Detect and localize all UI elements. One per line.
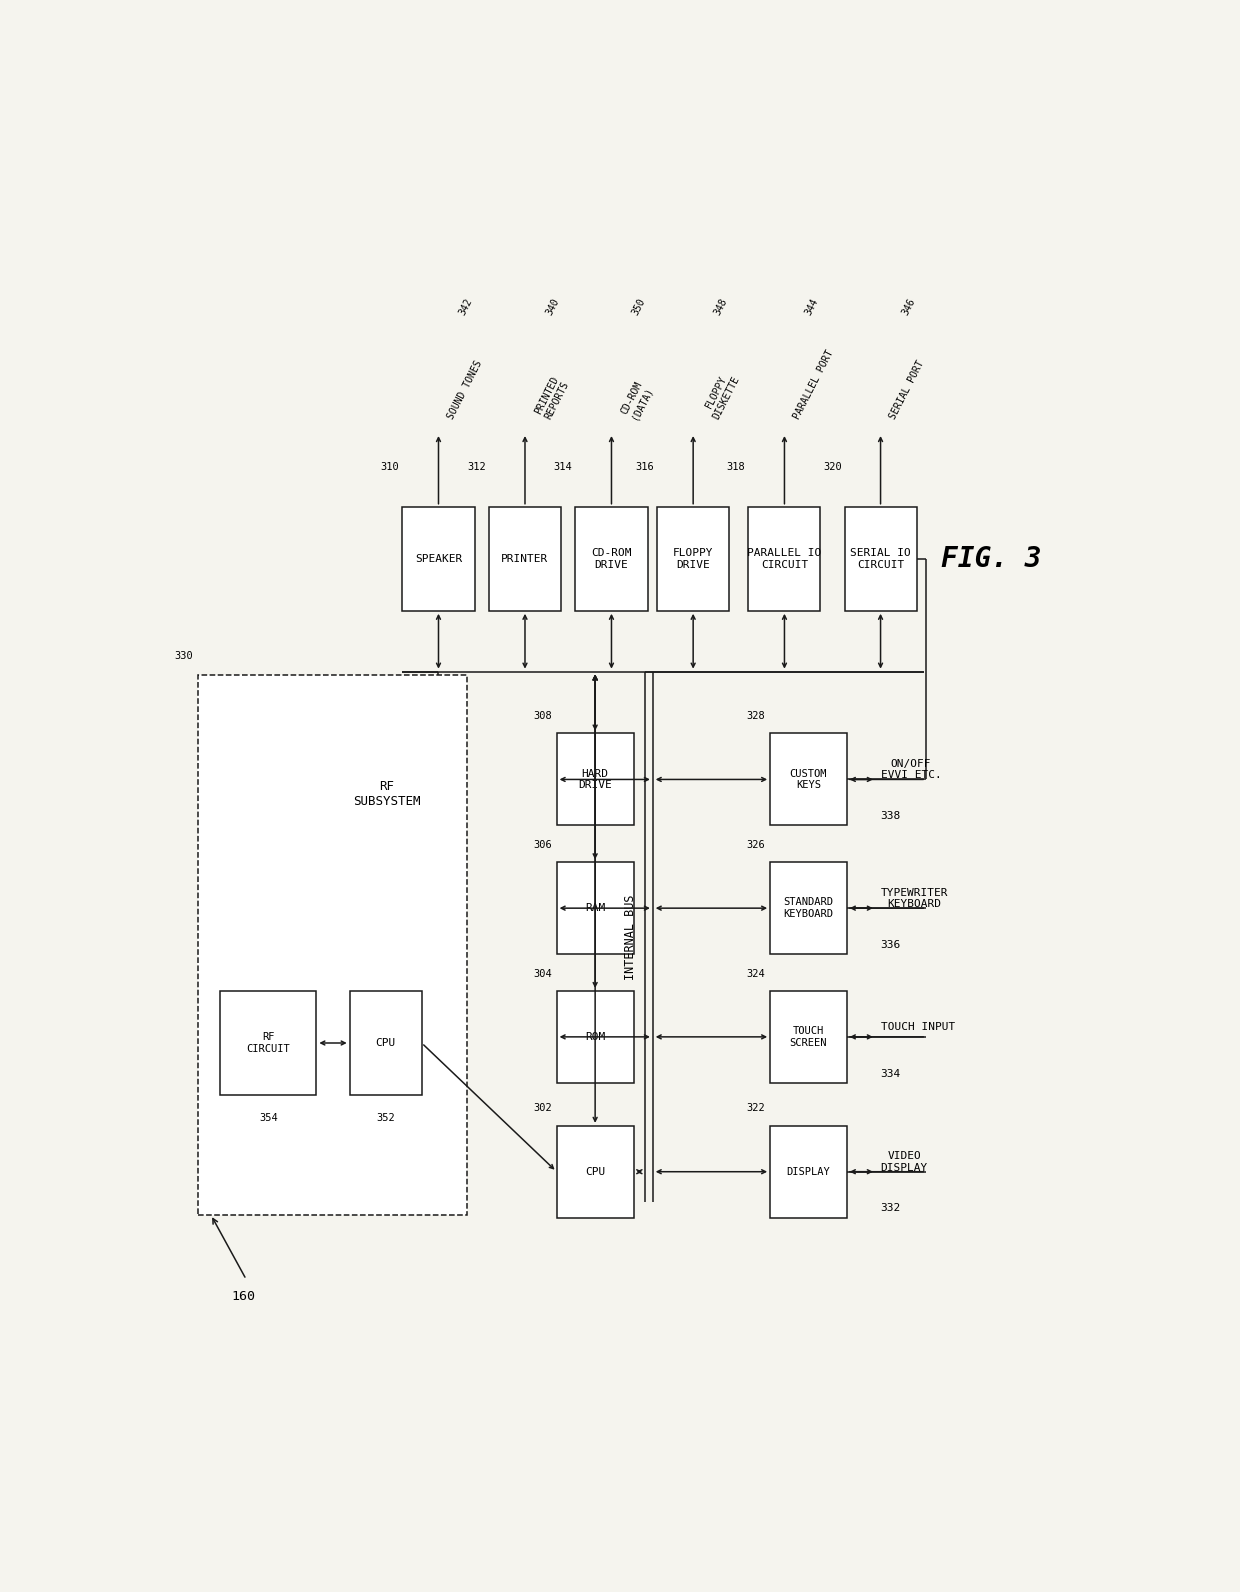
Text: PARALLEL IO
CIRCUIT: PARALLEL IO CIRCUIT	[748, 548, 822, 570]
Text: 326: 326	[746, 841, 765, 850]
Bar	[770, 1126, 847, 1218]
Text: PARALLEL PORT: PARALLEL PORT	[792, 349, 836, 420]
Text: 316: 316	[635, 462, 655, 473]
Text: 346: 346	[900, 296, 916, 317]
Text: FIG. 3: FIG. 3	[941, 544, 1042, 573]
Text: 318: 318	[727, 462, 745, 473]
Bar	[557, 734, 634, 825]
Text: 338: 338	[880, 812, 900, 821]
Text: 308: 308	[533, 712, 552, 721]
Text: 350: 350	[631, 296, 647, 317]
Text: STANDARD
KEYBOARD: STANDARD KEYBOARD	[784, 898, 833, 919]
Text: CPU: CPU	[585, 1167, 605, 1176]
Text: HARD
DRIVE: HARD DRIVE	[578, 769, 613, 790]
Bar	[575, 506, 647, 611]
Text: ROM: ROM	[585, 1032, 605, 1041]
Text: 310: 310	[381, 462, 399, 473]
Text: SOUND TONES: SOUND TONES	[446, 358, 485, 420]
Text: CUSTOM
KEYS: CUSTOM KEYS	[790, 769, 827, 790]
Bar	[749, 506, 821, 611]
Bar	[557, 1126, 634, 1218]
Text: VIDEO
DISPLAY: VIDEO DISPLAY	[880, 1151, 928, 1173]
Text: 322: 322	[746, 1103, 765, 1113]
Bar	[198, 675, 467, 1215]
Bar	[403, 506, 475, 611]
Text: TOUCH INPUT: TOUCH INPUT	[880, 1022, 955, 1032]
Text: SERIAL IO
CIRCUIT: SERIAL IO CIRCUIT	[851, 548, 911, 570]
Text: 302: 302	[533, 1103, 552, 1113]
Text: 328: 328	[746, 712, 765, 721]
Text: RF
CIRCUIT: RF CIRCUIT	[247, 1032, 290, 1054]
Bar	[489, 506, 560, 611]
Bar	[350, 990, 422, 1095]
Text: FLOPPY
DRIVE: FLOPPY DRIVE	[673, 548, 713, 570]
Bar	[770, 734, 847, 825]
Text: 348: 348	[713, 296, 729, 317]
Text: 354: 354	[259, 1113, 278, 1124]
Text: 332: 332	[880, 1204, 900, 1213]
Text: RAM: RAM	[585, 903, 605, 914]
Bar	[770, 990, 847, 1083]
Text: 324: 324	[746, 968, 765, 979]
Bar	[844, 506, 916, 611]
Text: 306: 306	[533, 841, 552, 850]
Text: 344: 344	[804, 296, 821, 317]
Text: 342: 342	[458, 296, 475, 317]
Bar	[557, 990, 634, 1083]
Text: CD-ROM
DRIVE: CD-ROM DRIVE	[591, 548, 631, 570]
Text: 320: 320	[823, 462, 842, 473]
Text: 304: 304	[533, 968, 552, 979]
Text: SPEAKER: SPEAKER	[415, 554, 463, 564]
Text: TOUCH
SCREEN: TOUCH SCREEN	[790, 1027, 827, 1048]
Text: CD-ROM
(DATA): CD-ROM (DATA)	[619, 379, 655, 420]
Text: RF
SUBSYSTEM: RF SUBSYSTEM	[353, 780, 420, 807]
Bar	[657, 506, 729, 611]
Text: 312: 312	[467, 462, 486, 473]
Text: 336: 336	[880, 939, 900, 950]
Text: 334: 334	[880, 1068, 900, 1079]
Bar	[221, 990, 316, 1095]
Text: DISPLAY: DISPLAY	[786, 1167, 831, 1176]
Text: TYPEWRITER
KEYBOARD: TYPEWRITER KEYBOARD	[880, 888, 949, 909]
Text: INTERNAL BUS: INTERNAL BUS	[624, 895, 637, 979]
Text: 330: 330	[175, 651, 193, 661]
Text: SERIAL PORT: SERIAL PORT	[888, 358, 926, 420]
Text: PRINTER: PRINTER	[501, 554, 548, 564]
Text: 352: 352	[376, 1113, 396, 1124]
Text: CPU: CPU	[376, 1038, 396, 1048]
Text: 314: 314	[554, 462, 573, 473]
Text: ON/OFF
EVVI ETC.: ON/OFF EVVI ETC.	[880, 759, 941, 780]
Text: PRINTED
REPORTS: PRINTED REPORTS	[533, 374, 570, 420]
Bar	[557, 863, 634, 954]
Text: 160: 160	[232, 1290, 255, 1304]
Bar	[770, 863, 847, 954]
Text: 340: 340	[544, 296, 562, 317]
Text: FLOPPY
DISKETTE: FLOPPY DISKETTE	[701, 369, 742, 420]
